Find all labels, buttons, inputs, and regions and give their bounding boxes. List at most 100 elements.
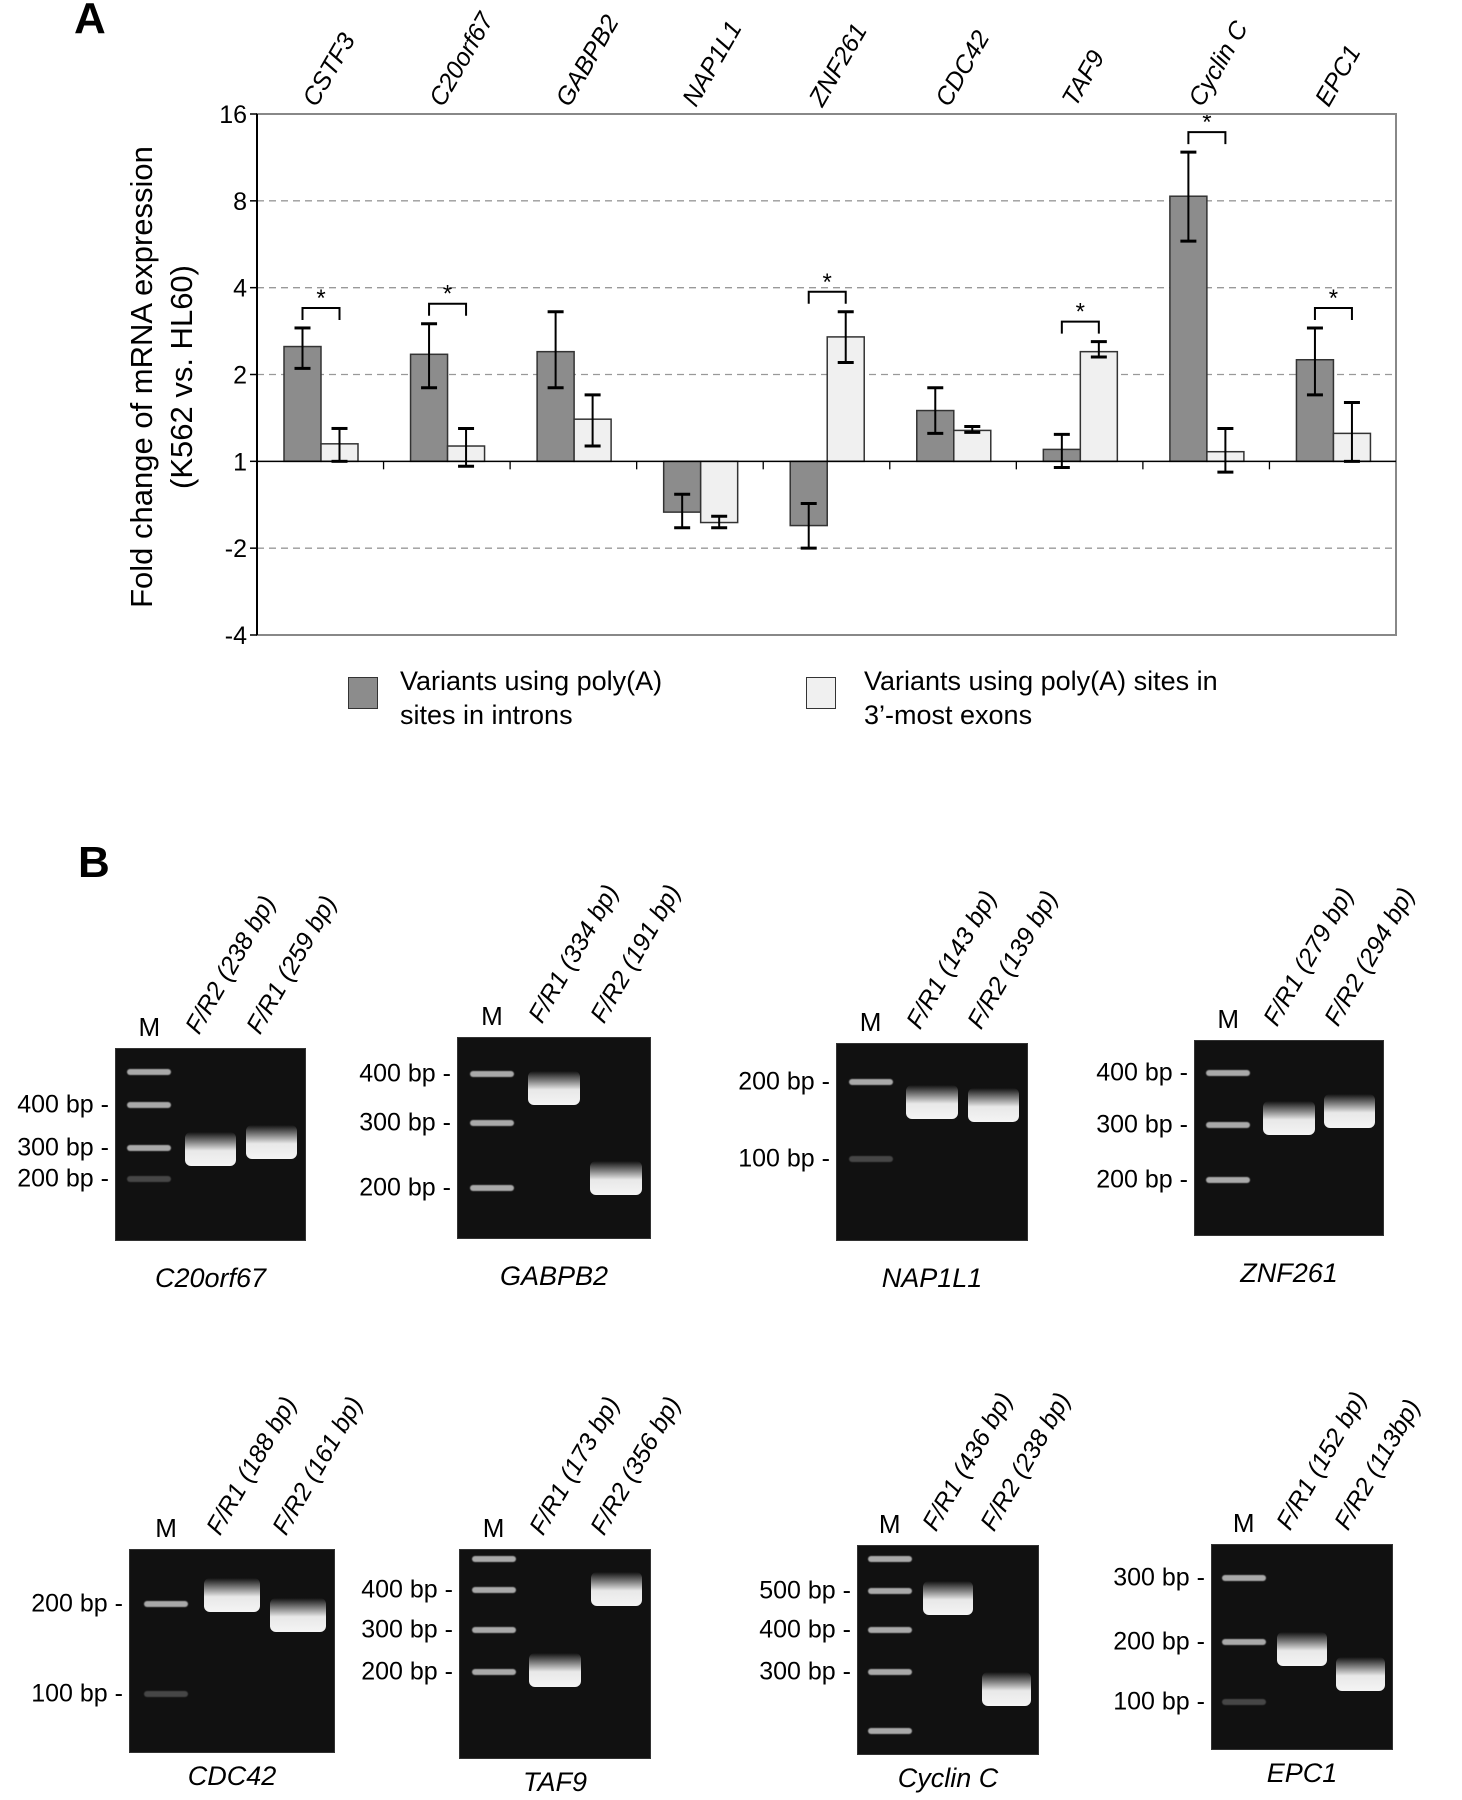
- dna-band: [967, 1088, 1020, 1123]
- significance-bracket: [428, 302, 468, 316]
- size-marker-label: 400 bp: [359, 1060, 451, 1089]
- gel-gene-name: EPC1: [1266, 1758, 1338, 1788]
- dna-band: [906, 1085, 958, 1120]
- category-label: CDC42: [930, 26, 995, 111]
- size-marker-label: 100 bp: [738, 1145, 830, 1174]
- category-label: GABPB2: [550, 10, 624, 111]
- bar: [1079, 350, 1119, 463]
- gel-image-znf261: [1194, 1040, 1384, 1236]
- gel-gene-name: GABPB2: [499, 1261, 609, 1291]
- size-marker-label: 300 bp: [17, 1134, 109, 1163]
- gel-image-gabpb2: [457, 1037, 651, 1239]
- significance-star: *: [316, 285, 325, 312]
- size-marker-label: 400 bp: [1096, 1059, 1188, 1088]
- axes: 16 8 4 2 1 -2 -4 CSTF3 C20orf67 GABPB2 NAP1L1 ZNF26…: [219, 7, 1397, 650]
- gel-image-taf9: [459, 1549, 651, 1759]
- size-marker-label: 200 bp: [1096, 1166, 1188, 1195]
- ladder-band: [471, 1627, 516, 1633]
- ladder-band: [867, 1627, 912, 1633]
- size-marker-label: 400 bp: [361, 1576, 453, 1605]
- ladder-band: [867, 1588, 912, 1594]
- dna-band: [1263, 1100, 1315, 1135]
- ladder-band: [1206, 1070, 1251, 1076]
- gel-image-c20orf67: [115, 1048, 306, 1241]
- size-marker-label: 300 bp: [1113, 1564, 1205, 1593]
- gel-gene-name: TAF9: [522, 1767, 588, 1797]
- gel-gene-name: Cyclin C: [897, 1763, 999, 1793]
- dna-band: [204, 1578, 260, 1613]
- fold-change-bar-chart: * * * * * * 16 8 4 2 1 -2 -4 CSTF3 C20orf67 GABPB2 NAP1…: [124, 7, 1397, 650]
- legend-line: sites in introns: [400, 700, 573, 730]
- gel-gene-name: ZNF261: [1240, 1258, 1338, 1288]
- size-marker-label: 200 bp: [738, 1068, 830, 1097]
- significance-star: *: [1076, 299, 1085, 326]
- bar: [699, 460, 739, 524]
- dna-band: [589, 1161, 643, 1196]
- ladder-band: [469, 1071, 514, 1077]
- size-marker-label: 300 bp: [1096, 1111, 1188, 1140]
- lane-label-marker: M: [155, 1513, 177, 1543]
- ladder-band: [127, 1102, 172, 1108]
- ladder-band: [471, 1587, 516, 1593]
- ladder-band: [867, 1669, 912, 1675]
- ladder-band: [144, 1691, 189, 1697]
- significance-bracket: [1187, 131, 1227, 145]
- lane-label-marker: M: [481, 1001, 503, 1031]
- size-marker-label: 300 bp: [359, 1109, 451, 1138]
- y-tick-label: 1: [233, 448, 247, 476]
- significance-bracket: [807, 290, 847, 304]
- legend-label-exons: Variants using poly(A) sites in 3’-most …: [864, 664, 1218, 732]
- ladder-band: [1206, 1122, 1251, 1128]
- panel-a-label: A: [74, 0, 106, 43]
- dna-band: [1277, 1631, 1327, 1666]
- ladder-band: [867, 1556, 912, 1563]
- size-marker-label: 100 bp: [31, 1680, 123, 1709]
- size-marker-label: 300 bp: [759, 1658, 851, 1687]
- y-tick-label: 8: [233, 188, 247, 216]
- lane-label-marker: M: [138, 1012, 161, 1042]
- category-label: Cyclin C: [1183, 16, 1254, 111]
- size-marker-label: 100 bp: [1113, 1688, 1205, 1717]
- ladder-band: [1221, 1699, 1266, 1705]
- size-marker-label: 300 bp: [361, 1616, 453, 1645]
- size-marker-label: 200 bp: [1113, 1628, 1205, 1657]
- ladder-band: [848, 1079, 893, 1085]
- category-label: EPC1: [1310, 40, 1367, 111]
- lane-label-marker: M: [859, 1007, 882, 1037]
- category-label: NAP1L1: [677, 16, 748, 111]
- ladder-band: [144, 1601, 189, 1607]
- y-axis-title-line1: Fold change of mRNA expression: [124, 146, 159, 608]
- size-marker-label: 400 bp: [759, 1616, 851, 1645]
- y-tick-label: 4: [233, 275, 247, 303]
- category-label: ZNF261: [803, 19, 873, 112]
- bar: [953, 429, 992, 463]
- significance-star: *: [1202, 109, 1211, 136]
- ladder-band: [471, 1669, 516, 1675]
- gel-gene-name: NAP1L1: [881, 1263, 983, 1293]
- category-label: C20orf67: [424, 7, 500, 111]
- lane-label-marker: M: [482, 1513, 505, 1543]
- legend-line: 3’-most exons: [864, 700, 1033, 730]
- significance-bracket: [1060, 320, 1100, 334]
- ladder-band: [127, 1068, 172, 1075]
- significance-star: *: [823, 269, 832, 296]
- size-marker-label: 200 bp: [359, 1174, 451, 1203]
- y-axis-title-line2: (K562 vs. HL60): [164, 265, 199, 489]
- significance-bracket: [301, 306, 341, 320]
- lane-label-marker: M: [878, 1509, 901, 1539]
- category-label: TAF9: [1057, 46, 1111, 111]
- legend-line: Variants using poly(A): [400, 666, 663, 696]
- significance-star: *: [443, 281, 452, 308]
- dna-band: [184, 1131, 237, 1166]
- ladder-band: [867, 1728, 912, 1735]
- size-marker-label: 400 bp: [17, 1091, 109, 1120]
- legend-line: Variants using poly(A) sites in: [864, 666, 1218, 696]
- dna-band: [1324, 1093, 1376, 1128]
- ladder-band: [1221, 1639, 1266, 1645]
- ladder-band: [848, 1156, 893, 1162]
- dna-band: [923, 1580, 973, 1615]
- panel-b-label: B: [78, 838, 110, 887]
- ladder-band: [1221, 1575, 1266, 1581]
- size-marker-label: 200 bp: [31, 1590, 123, 1619]
- lane-label-marker: M: [1217, 1004, 1240, 1034]
